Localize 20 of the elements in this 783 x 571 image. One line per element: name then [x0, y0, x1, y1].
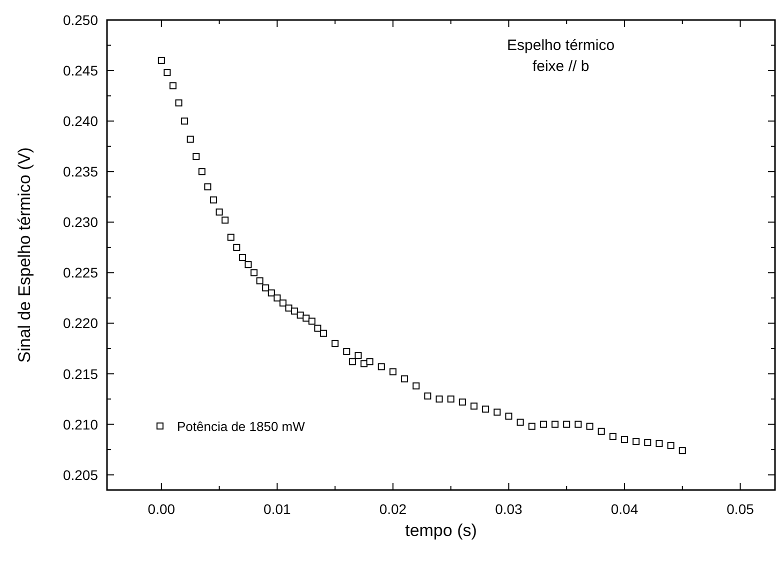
- y-tick-label: 0.210: [62, 416, 98, 432]
- x-tick-label: 0.01: [264, 501, 292, 517]
- y-tick-label: 0.235: [62, 164, 98, 180]
- x-tick-label: 0.05: [726, 501, 754, 517]
- y-tick-label: 0.250: [62, 12, 98, 28]
- x-tick-label: 0.03: [495, 501, 523, 517]
- y-tick-label: 0.220: [62, 315, 98, 332]
- annotation: Espelho térmico feixe // b: [507, 37, 615, 75]
- x-tick-label: 0.04: [610, 501, 638, 517]
- x-tick-label: 0.02: [379, 501, 407, 517]
- x-axis-title: tempo (s): [405, 521, 477, 540]
- y-tick-label: 0.205: [62, 466, 98, 483]
- y-tick-label: 0.240: [62, 113, 98, 130]
- x-tick-label: 0.00: [148, 501, 176, 517]
- y-tick-label: 0.245: [62, 62, 98, 79]
- y-axis-title: Sinal de Espelho térmico (V): [15, 147, 34, 363]
- legend-label: Potência de 1850 mW: [177, 419, 306, 434]
- y-tick-label: 0.230: [62, 214, 98, 230]
- y-tick-label: 0.225: [62, 264, 98, 281]
- y-tick-label: 0.215: [62, 366, 98, 382]
